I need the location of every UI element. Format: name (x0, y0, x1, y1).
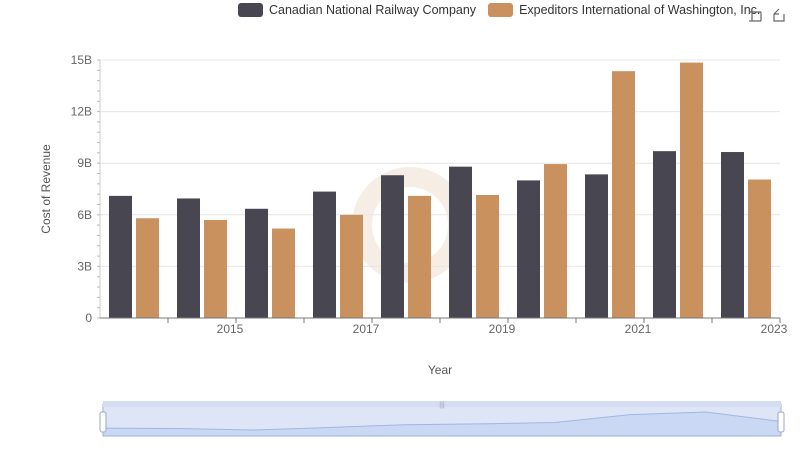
bar-cn-2016 (245, 209, 268, 318)
zoom-handle-right (778, 412, 784, 432)
y-tick-label: 0 (85, 311, 92, 325)
bar-cn-2022 (653, 151, 676, 318)
bar-expeditors-2015 (204, 220, 227, 318)
bar-cn-2023 (721, 152, 744, 318)
bar-cn-2020 (517, 180, 540, 318)
y-tick-label: 15B (71, 53, 92, 67)
y-tick-label: 12B (71, 105, 92, 119)
bar-expeditors-2023 (748, 180, 771, 318)
y-axis-title: Cost of Revenue (39, 144, 53, 234)
bar-expeditors-2020 (544, 164, 567, 318)
x-axis: 2015 2017 2019 2021 2023 (100, 318, 788, 336)
bar-expeditors-2018 (408, 196, 431, 318)
x-tick-label: 2019 (489, 322, 516, 336)
bar-cn-2021 (585, 174, 608, 318)
bar-expeditors-2017 (340, 215, 363, 318)
bar-expeditors-2019 (476, 195, 499, 318)
x-tick-label: 2021 (625, 322, 652, 336)
grid-lines (100, 60, 780, 266)
zoom-grip-icon: ||| (439, 402, 445, 409)
y-tick-label: 9B (77, 156, 92, 170)
x-axis-title: Year (428, 363, 452, 377)
bar-cn-2017 (313, 192, 336, 318)
bar-expeditors-2014 (136, 218, 159, 318)
bar-expeditors-2022 (680, 63, 703, 318)
bar-cn-2018 (381, 175, 404, 318)
bar-cn-2019 (449, 167, 472, 318)
bar-cn-2015 (177, 198, 200, 318)
x-tick-label: 2017 (353, 322, 380, 336)
y-tick-label: 3B (77, 259, 92, 273)
x-tick-label: 2023 (761, 322, 788, 336)
y-axis: 0 3B 6B 9B 12B 15B (71, 53, 100, 325)
x-tick-label: 2015 (217, 322, 244, 336)
bar-expeditors-2021 (612, 71, 635, 318)
bar-cn-2014 (109, 196, 132, 318)
bar-expeditors-2016 (272, 229, 295, 318)
data-zoom-slider[interactable]: ||| (100, 401, 784, 436)
y-tick-label: 6B (77, 208, 92, 222)
zoom-handle-left (100, 412, 106, 432)
